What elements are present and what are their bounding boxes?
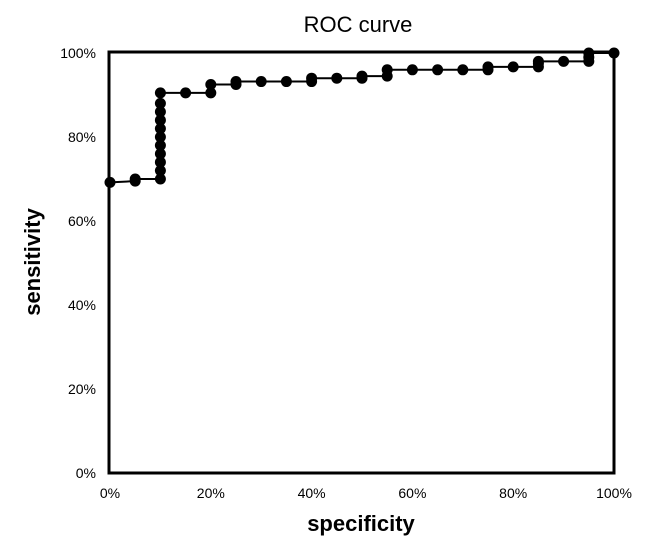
y-tick-label: 40% — [68, 297, 96, 313]
x-tick-label: 100% — [596, 485, 632, 501]
data-point — [154, 156, 166, 168]
data-point — [154, 87, 166, 99]
y-tick-label: 0% — [76, 465, 96, 481]
data-point — [356, 70, 368, 82]
data-point — [205, 79, 217, 90]
y-axis-label: sensitivity — [20, 207, 45, 315]
data-point — [154, 131, 166, 143]
data-point — [129, 173, 141, 185]
y-tick-label: 20% — [68, 381, 96, 397]
x-axis-label: specificity — [307, 511, 415, 536]
y-axis-ticks: 0% 20% 40% 60% 80% 100% — [60, 45, 96, 481]
x-tick-label: 60% — [398, 485, 426, 501]
data-point — [154, 148, 166, 160]
y-tick-label: 80% — [68, 129, 96, 145]
data-point — [381, 64, 393, 76]
x-tick-label: 80% — [499, 485, 527, 501]
data-point — [532, 55, 544, 67]
data-point — [154, 106, 166, 118]
data-point — [154, 97, 166, 109]
data-point — [154, 123, 166, 135]
data-point — [331, 72, 343, 84]
y-tick-label: 100% — [60, 45, 96, 61]
x-tick-label: 20% — [197, 485, 225, 501]
plot-area — [104, 47, 620, 188]
data-point — [154, 139, 166, 151]
x-tick-label: 40% — [298, 485, 326, 501]
data-point — [205, 87, 217, 99]
data-point — [507, 61, 519, 73]
data-point — [230, 76, 242, 88]
data-point — [180, 87, 192, 99]
y-tick-label: 60% — [68, 213, 96, 229]
x-tick-label: 0% — [100, 485, 120, 501]
data-point — [406, 64, 418, 76]
data-point — [154, 165, 166, 177]
data-point — [457, 64, 469, 76]
data-point — [255, 76, 267, 88]
chart-title: ROC curve — [304, 12, 413, 37]
data-point — [154, 114, 166, 126]
data-point — [280, 76, 292, 88]
plot-frame — [107, 50, 616, 475]
x-axis-ticks: 0% 20% 40% 60% 80% 100% — [100, 485, 632, 501]
data-point — [154, 173, 166, 185]
data-point — [432, 64, 444, 76]
data-point — [482, 61, 494, 73]
data-point — [558, 55, 570, 67]
data-point — [306, 72, 318, 84]
